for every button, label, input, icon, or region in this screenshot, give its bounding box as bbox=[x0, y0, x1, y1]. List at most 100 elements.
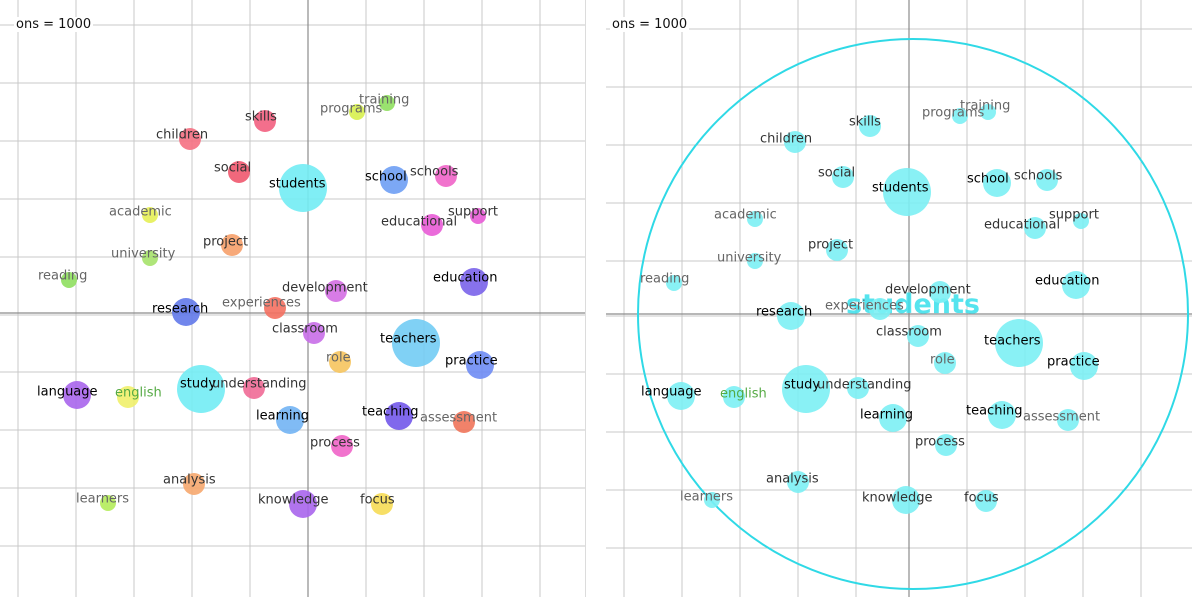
word-node-educational[interactable]: educational bbox=[381, 214, 457, 236]
word-bubble[interactable] bbox=[117, 386, 139, 408]
word-bubble[interactable] bbox=[980, 104, 996, 120]
word-bubble[interactable] bbox=[1073, 213, 1089, 229]
word-bubble[interactable] bbox=[777, 302, 805, 330]
word-node-training[interactable]: training bbox=[359, 93, 409, 112]
word-node-practice[interactable]: practice bbox=[1047, 352, 1100, 380]
word-bubble[interactable] bbox=[183, 473, 205, 495]
word-node-focus[interactable]: focus bbox=[360, 493, 395, 516]
word-node-project[interactable]: project bbox=[203, 234, 248, 256]
word-node-social[interactable]: social bbox=[818, 166, 855, 189]
word-bubble[interactable] bbox=[435, 165, 457, 187]
word-bubble[interactable] bbox=[349, 104, 365, 120]
word-node-education[interactable]: education bbox=[433, 268, 498, 296]
word-node-learners[interactable]: learners bbox=[76, 492, 129, 512]
word-bubble[interactable] bbox=[952, 108, 968, 124]
word-bubble[interactable] bbox=[1070, 352, 1098, 380]
word-node-analysis[interactable]: analysis bbox=[163, 473, 216, 496]
word-node-academic[interactable]: academic bbox=[714, 208, 777, 228]
word-bubble[interactable] bbox=[303, 322, 325, 344]
word-node-teachers[interactable]: teachers bbox=[380, 319, 440, 367]
word-bubble[interactable] bbox=[385, 402, 413, 430]
word-bubble[interactable] bbox=[988, 401, 1016, 429]
word-bubble[interactable] bbox=[879, 404, 907, 432]
word-node-english[interactable]: english bbox=[720, 386, 767, 408]
word-node-university[interactable]: university bbox=[717, 251, 782, 270]
word-bubble[interactable] bbox=[331, 435, 353, 457]
word-bubble[interactable] bbox=[869, 298, 891, 320]
word-bubble[interactable] bbox=[142, 207, 158, 223]
word-node-support[interactable]: support bbox=[1049, 208, 1099, 230]
word-bubble[interactable] bbox=[832, 166, 854, 188]
word-bubble[interactable] bbox=[142, 250, 158, 266]
word-node-assessment[interactable]: assessment bbox=[1023, 409, 1100, 431]
word-bubble[interactable] bbox=[329, 351, 351, 373]
word-bubble[interactable] bbox=[325, 280, 347, 302]
word-bubble[interactable] bbox=[453, 411, 475, 433]
word-bubble[interactable] bbox=[172, 298, 200, 326]
word-bubble[interactable] bbox=[929, 281, 951, 303]
word-node-training[interactable]: training bbox=[960, 99, 1010, 121]
word-bubble[interactable] bbox=[371, 493, 393, 515]
word-node-analysis[interactable]: analysis bbox=[766, 471, 819, 493]
word-node-project[interactable]: project bbox=[808, 238, 853, 262]
word-bubble[interactable] bbox=[892, 486, 920, 514]
word-bubble[interactable] bbox=[883, 168, 931, 216]
word-node-study[interactable]: study bbox=[782, 365, 830, 413]
word-bubble[interactable] bbox=[63, 381, 91, 409]
word-node-students[interactable]: students bbox=[269, 164, 327, 212]
word-node-understanding[interactable]: understanding bbox=[817, 377, 912, 399]
word-node-learning[interactable]: learning bbox=[860, 404, 913, 432]
word-node-development[interactable]: development bbox=[282, 280, 368, 302]
word-node-schools[interactable]: schools bbox=[1014, 169, 1063, 192]
word-node-process[interactable]: process bbox=[310, 435, 360, 457]
word-bubble[interactable] bbox=[747, 211, 763, 227]
word-bubble[interactable] bbox=[1024, 217, 1046, 239]
word-bubble[interactable] bbox=[466, 351, 494, 379]
word-bubble[interactable] bbox=[470, 208, 486, 224]
word-bubble[interactable] bbox=[289, 490, 317, 518]
word-node-understanding[interactable]: understanding bbox=[212, 377, 307, 400]
word-node-assessment[interactable]: assessment bbox=[420, 411, 497, 434]
word-node-knowledge[interactable]: knowledge bbox=[862, 486, 932, 514]
word-bubble[interactable] bbox=[995, 319, 1043, 367]
word-node-education[interactable]: education bbox=[1035, 271, 1100, 299]
word-bubble[interactable] bbox=[380, 166, 408, 194]
word-map-panel-left[interactable]: training programs skills children social stud… bbox=[0, 0, 586, 597]
word-node-school[interactable]: school bbox=[967, 169, 1011, 197]
word-node-university[interactable]: university bbox=[111, 247, 176, 267]
word-node-classroom[interactable]: classroom bbox=[876, 325, 942, 348]
word-node-teaching[interactable]: teaching bbox=[362, 402, 419, 430]
word-bubble[interactable] bbox=[975, 490, 997, 512]
word-node-social[interactable]: social bbox=[214, 161, 251, 184]
word-node-educational[interactable]: educational bbox=[984, 217, 1060, 239]
word-node-programs[interactable]: programs bbox=[922, 106, 984, 125]
word-bubble[interactable] bbox=[934, 352, 956, 374]
word-node-children[interactable]: children bbox=[156, 128, 208, 151]
word-bubble[interactable] bbox=[228, 161, 250, 183]
word-bubble[interactable] bbox=[421, 214, 443, 236]
word-node-teachers[interactable]: teachers bbox=[984, 319, 1043, 367]
word-node-research[interactable]: research bbox=[152, 298, 208, 326]
word-bubble[interactable] bbox=[254, 110, 276, 132]
word-node-role[interactable]: role bbox=[326, 351, 351, 374]
word-node-study[interactable]: study bbox=[177, 365, 225, 413]
word-bubble[interactable] bbox=[221, 234, 243, 256]
word-bubble[interactable] bbox=[907, 325, 929, 347]
word-bubble[interactable] bbox=[460, 268, 488, 296]
word-bubble[interactable] bbox=[279, 164, 327, 212]
word-bubble[interactable] bbox=[379, 95, 395, 111]
word-bubble[interactable] bbox=[61, 272, 77, 288]
word-node-language[interactable]: language bbox=[641, 382, 702, 410]
word-bubble[interactable] bbox=[1062, 271, 1090, 299]
word-bubble[interactable] bbox=[826, 239, 848, 261]
word-node-skills[interactable]: skills bbox=[849, 115, 881, 138]
word-node-support[interactable]: support bbox=[448, 205, 498, 225]
word-bubble[interactable] bbox=[276, 406, 304, 434]
word-bubble[interactable] bbox=[723, 386, 745, 408]
word-node-research[interactable]: research bbox=[756, 302, 812, 330]
word-bubble[interactable] bbox=[935, 434, 957, 456]
word-node-english[interactable]: english bbox=[115, 386, 162, 409]
word-node-reading[interactable]: reading bbox=[38, 269, 87, 289]
word-node-role[interactable]: role bbox=[930, 352, 956, 374]
